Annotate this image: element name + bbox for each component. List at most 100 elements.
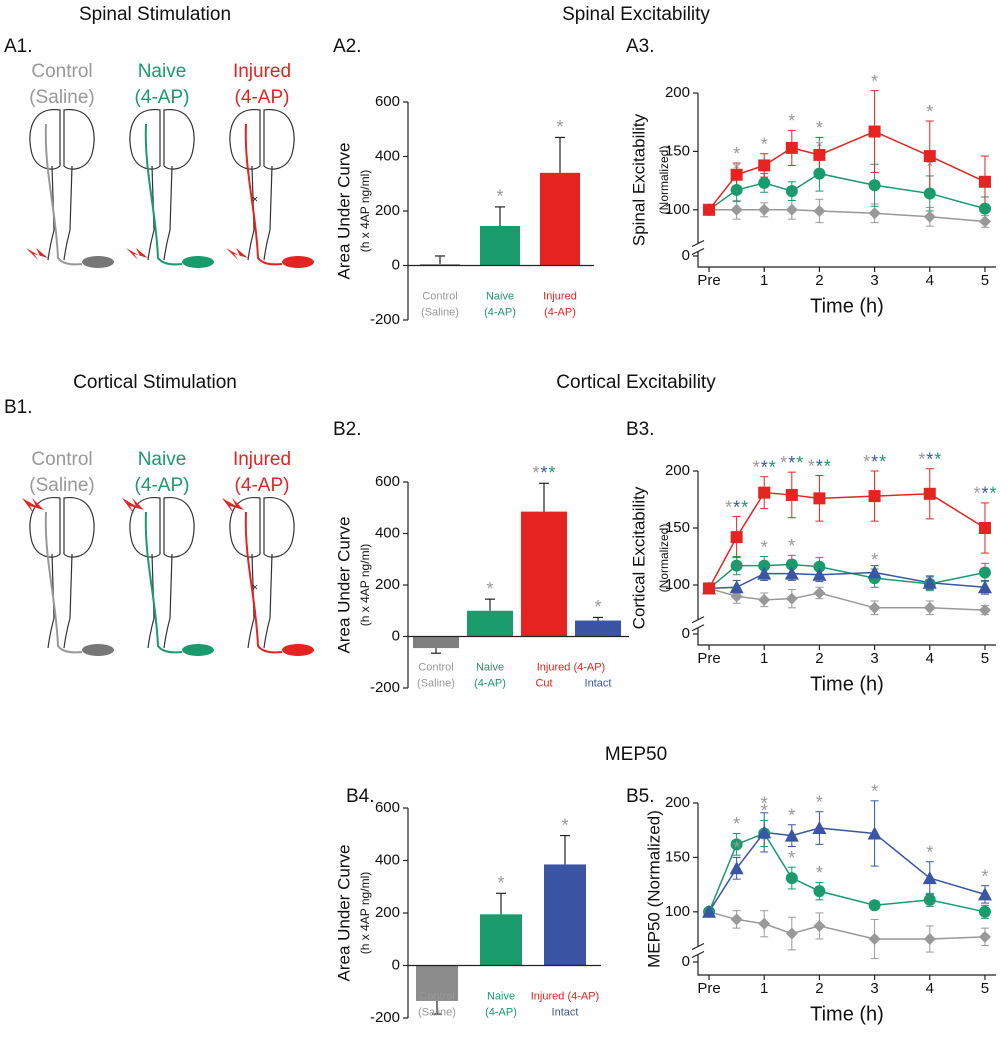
significance-star: *: [926, 102, 933, 122]
group-label: Injured: [233, 449, 291, 470]
point: [703, 204, 715, 216]
x-axis-title: Time (h): [810, 295, 884, 317]
significance-star: *: [556, 117, 563, 137]
significance-star: *: [816, 118, 823, 138]
section-heading: Spinal Excitability: [562, 4, 710, 25]
point: [758, 177, 770, 189]
significance-star: *: [788, 848, 795, 868]
group-label: Control: [31, 61, 92, 82]
brain-hemisphere: [164, 110, 194, 170]
significance-star: *: [753, 457, 760, 477]
significance-star: *: [981, 484, 988, 504]
stimulus-bolt: [126, 248, 148, 260]
significance-star: *: [808, 456, 815, 476]
section-heading: Cortical Stimulation: [73, 372, 237, 393]
series-line: [709, 588, 985, 610]
lesion-mark: ×: [252, 195, 258, 206]
group-label: (Saline): [29, 87, 94, 108]
x-tick-label: Intact: [552, 1006, 579, 1018]
point: [786, 142, 798, 154]
series-line: [709, 174, 985, 210]
significance-star: *: [989, 484, 996, 504]
group-label: Control: [31, 449, 92, 470]
significance-star: *: [788, 453, 795, 473]
panel-label: B1.: [4, 397, 33, 418]
point: [812, 821, 826, 834]
x-tick-label: 3: [870, 272, 878, 289]
point: [979, 176, 991, 188]
point: [731, 204, 743, 216]
significance-star: *: [733, 838, 740, 858]
point: [978, 887, 992, 900]
point: [869, 207, 881, 219]
y-tick-label: 0: [682, 625, 690, 642]
muscle: [82, 644, 114, 656]
bar: [544, 864, 586, 965]
x-tick-label: 1: [760, 980, 768, 997]
significance-star: *: [918, 449, 925, 469]
point: [731, 560, 743, 572]
spinal-cord: [48, 554, 72, 648]
point: [786, 872, 798, 884]
significance-star: *: [871, 71, 878, 91]
point: [979, 604, 991, 616]
significance-star: *: [733, 814, 740, 834]
group-label: (Saline): [29, 475, 94, 496]
x-tick-label: 5: [981, 650, 989, 667]
x-tick-label: 1: [760, 272, 768, 289]
spinal-cord: [248, 166, 272, 260]
y-tick-label: 100: [665, 903, 690, 920]
series-line: [709, 828, 985, 912]
bar: [575, 621, 621, 637]
muscle: [182, 644, 214, 656]
y-tick-label: -200: [370, 311, 400, 328]
bar: [540, 173, 580, 266]
series-line: [709, 912, 985, 939]
panel-label: B3.: [626, 419, 655, 440]
x-tick-label: 2: [815, 272, 823, 289]
significance-star: *: [871, 782, 878, 802]
panel-label: B4.: [346, 786, 375, 807]
brain-diagram: [126, 110, 214, 268]
y-tick-label: 600: [375, 93, 400, 110]
significance-star: *: [540, 463, 547, 483]
significance-star: *: [548, 463, 555, 483]
significance-star: *: [816, 456, 823, 476]
point: [979, 566, 991, 578]
significance-star: *: [796, 453, 803, 473]
significance-star: *: [497, 873, 504, 893]
significance-star: *: [816, 792, 823, 812]
x-tick-label: (4-AP): [484, 306, 516, 318]
significance-star: *: [532, 463, 539, 483]
y-tick-label: -200: [370, 1009, 400, 1026]
point: [979, 906, 991, 918]
x-tick-label: (4-AP): [544, 306, 576, 318]
bar: [467, 611, 513, 637]
y-tick-label: 150: [665, 848, 690, 865]
muscle: [282, 256, 314, 268]
significance-star: *: [761, 537, 768, 557]
brain-diagram: ×: [222, 498, 314, 656]
group-label: Naive: [138, 449, 187, 470]
point: [924, 488, 936, 500]
point: [786, 489, 798, 501]
significance-star: *: [761, 794, 768, 814]
significance-star: *: [725, 497, 732, 517]
brain-diagram: [26, 110, 114, 268]
y-axis-title: (h x 4AP ng/ml): [358, 872, 372, 954]
series-line: [709, 132, 985, 210]
y-tick-label: 200: [665, 84, 690, 101]
significance-star: *: [733, 497, 740, 517]
point: [869, 602, 881, 614]
significance-star: *: [561, 815, 568, 835]
point: [758, 204, 770, 216]
significance-star: *: [486, 579, 493, 599]
x-tick-label: 5: [981, 980, 989, 997]
y-tick-label: 200: [375, 576, 400, 593]
point: [979, 215, 991, 227]
section-heading: Cortical Excitability: [556, 372, 716, 393]
y-tick-label: 600: [375, 473, 400, 490]
group-label: Injured: [233, 61, 291, 82]
y-axis-title: Area Under Curve: [334, 844, 353, 981]
